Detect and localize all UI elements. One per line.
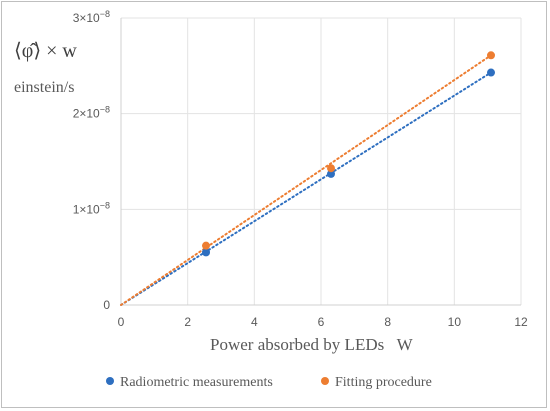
axes — [120, 18, 521, 306]
y-axis-label: ⟨φ̂⟩ × w — [14, 40, 77, 62]
data-point — [327, 164, 335, 173]
legend-marker — [321, 377, 329, 385]
y-tick-label: 1×10−8 — [73, 200, 110, 216]
y-tick-label: 3×10−8 — [73, 9, 110, 25]
y-tick-labels: 0 1×10−8 2×10−8 3×10−8 — [73, 9, 111, 312]
x-tick-label: 0 — [118, 315, 125, 329]
data-point — [202, 241, 210, 250]
x-tick-label: 12 — [514, 315, 528, 329]
trendlines — [120, 54, 492, 306]
x-axis-label: Power absorbed by LEDs W — [210, 335, 414, 354]
legend-label: Radiometric measurements — [120, 375, 273, 390]
y-tick-label: 2×10−8 — [73, 105, 110, 121]
data-point — [202, 248, 210, 257]
x-tick-label: 4 — [251, 315, 258, 329]
y-axis-unit: einstein/s — [14, 79, 74, 96]
legend-marker — [106, 377, 114, 385]
data-point — [487, 51, 495, 60]
trendline — [120, 71, 492, 306]
x-tick-label: 2 — [184, 315, 191, 329]
legend: Radiometric measurements Fitting procedur… — [106, 375, 432, 390]
x-tick-label: 8 — [384, 315, 391, 329]
x-tick-labels: 0 2 4 6 8 10 12 — [118, 315, 528, 329]
data-point — [327, 169, 335, 178]
data-points — [202, 51, 495, 257]
gridlines — [121, 17, 522, 305]
legend-label: Fitting procedure — [335, 375, 432, 390]
y-tick-label: 0 — [103, 298, 110, 312]
x-tick-label: 10 — [448, 315, 462, 329]
data-point — [487, 68, 495, 77]
x-tick-label: 6 — [318, 315, 325, 329]
trendline — [120, 54, 492, 306]
